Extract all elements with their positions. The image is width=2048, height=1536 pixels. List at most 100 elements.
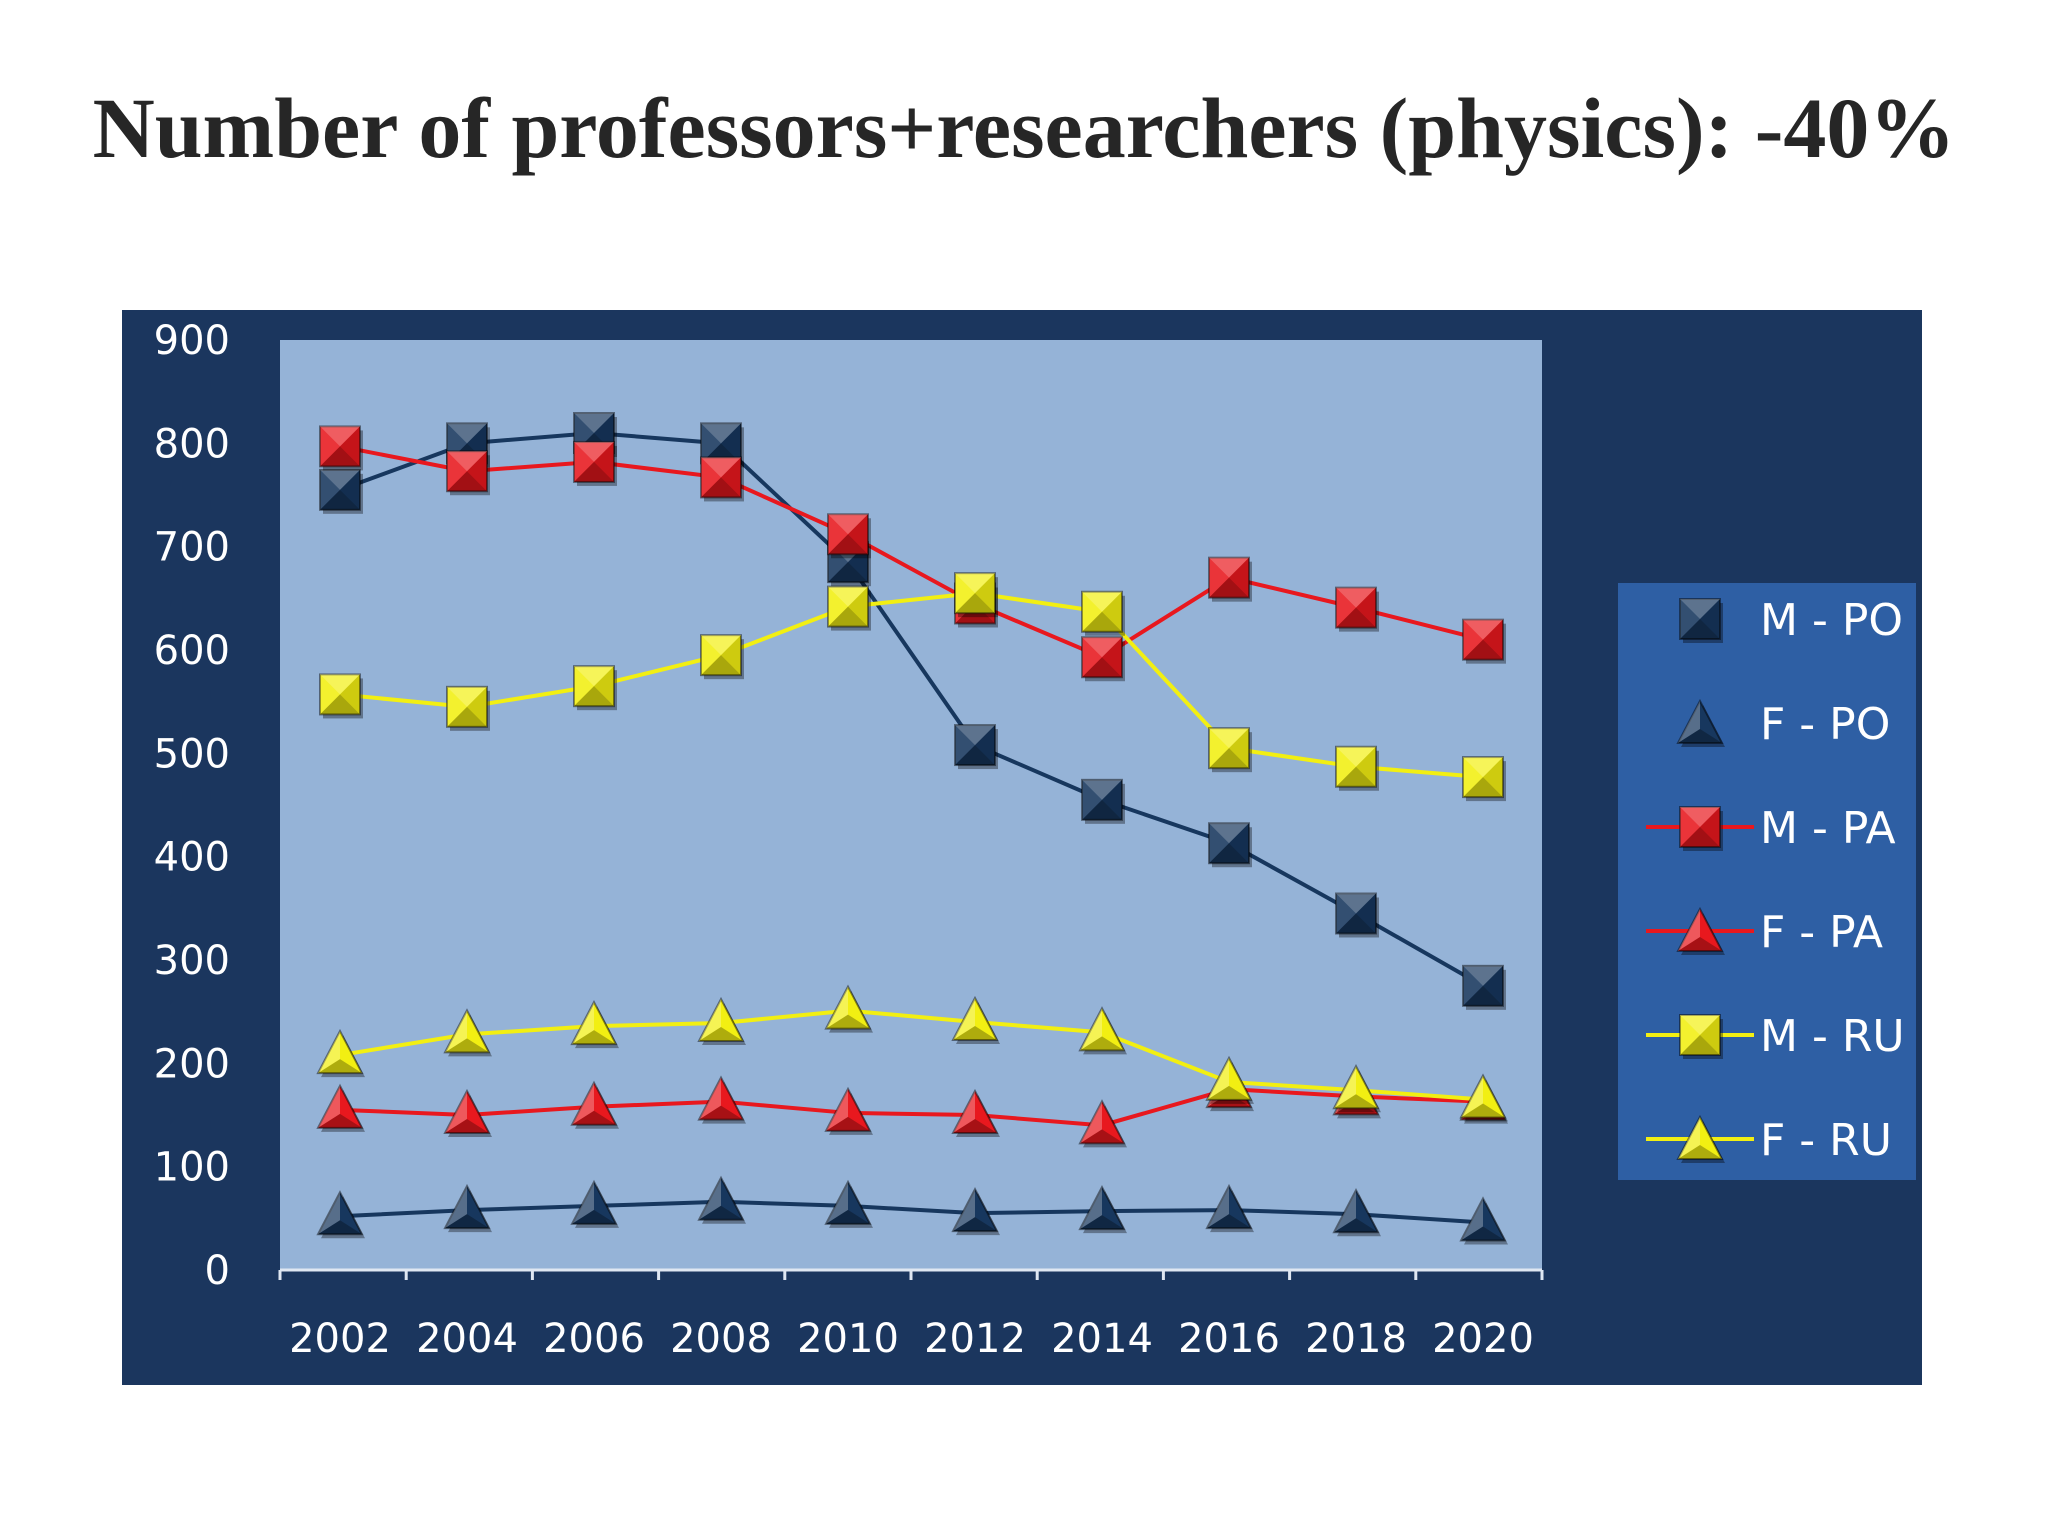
series-line-m-po (339, 430, 1484, 988)
legend-item-f-pa: F - PA (1646, 906, 1883, 958)
legend-label: M - PA (1760, 803, 1896, 854)
data-point-f-ru (951, 995, 1000, 1044)
data-point-m-ru (1081, 590, 1125, 636)
data-point-m-po (954, 724, 998, 770)
data-point-m-po (1462, 964, 1506, 1010)
data-point-f-pa (316, 1083, 365, 1132)
y-tick-label: 500 (154, 731, 230, 777)
data-point-f-po (1205, 1183, 1254, 1233)
data-point-m-pa (573, 440, 617, 486)
data-point-m-pa (1335, 586, 1379, 632)
legend-marker-f-pa (1676, 906, 1725, 955)
x-tick-label: 2010 (797, 1316, 899, 1362)
data-point-m-ru (446, 685, 490, 731)
y-tick-label: 0 (205, 1248, 230, 1294)
data-point-m-po (319, 468, 363, 514)
data-point-f-po (951, 1187, 1000, 1236)
data-point-m-pa (1462, 618, 1506, 664)
legend-item-m-pa: M - PA (1646, 803, 1896, 854)
legend-box (1618, 583, 1916, 1180)
y-tick-label: 300 (154, 938, 230, 984)
data-point-f-po (824, 1179, 873, 1228)
series-line-f-ru (339, 1008, 1484, 1102)
legend-label: F - PO (1760, 699, 1890, 750)
data-point-m-pa (700, 456, 744, 502)
data-point-f-ru (570, 999, 619, 1049)
legend-item-f-ru: F - RU (1646, 1114, 1892, 1166)
data-point-m-pa (827, 513, 871, 559)
axes: 0 100 200 300 400 500 600 700 800 900 2002 2004 2006… (154, 318, 1544, 1362)
series-line-m-ru (339, 591, 1484, 780)
data-point-f-ru (1078, 1006, 1127, 1055)
data-point-m-pa (319, 425, 363, 471)
y-tick-label: 200 (154, 1041, 230, 1087)
series-line-f-pa (339, 1087, 1484, 1128)
data-point-m-ru (319, 673, 363, 719)
y-tick-label: 600 (154, 628, 230, 674)
data-point-f-po (1078, 1184, 1127, 1234)
data-point-f-po (443, 1183, 492, 1233)
legend-marker-f-po (1676, 698, 1725, 747)
data-point-f-po (570, 1179, 619, 1228)
slide-title: Number of professors+researchers (physic… (92, 80, 1956, 176)
data-point-m-pa (1081, 636, 1125, 682)
legend-marker-m-po (1679, 598, 1723, 643)
data-point-m-ru (1208, 727, 1252, 773)
x-tick-label: 2020 (1432, 1316, 1534, 1362)
x-tick-label: 2004 (416, 1316, 518, 1362)
series-line-f-po (339, 1199, 1484, 1225)
legend-item-f-po: F - PO (1676, 698, 1890, 750)
data-point-m-ru (1335, 745, 1379, 791)
data-point-f-po (1332, 1188, 1381, 1237)
x-tick-label: 2008 (670, 1316, 772, 1362)
legend-marker-f-ru (1676, 1114, 1725, 1163)
x-tick-label: 2016 (1178, 1316, 1280, 1362)
data-point-f-ru (824, 984, 873, 1033)
series-markers (316, 412, 1508, 1245)
data-point-f-pa (443, 1088, 492, 1137)
data-point-m-ru (954, 572, 998, 618)
legend-label: F - PA (1760, 907, 1883, 958)
data-point-m-po (1208, 822, 1252, 868)
data-point-f-pa (951, 1088, 1000, 1137)
data-point-m-ru (827, 585, 871, 631)
data-point-m-po (1335, 892, 1379, 938)
data-point-m-po (1081, 778, 1125, 824)
data-point-f-po (316, 1190, 365, 1239)
y-tick-label: 700 (154, 525, 230, 571)
legend-label: M - RU (1760, 1011, 1905, 1062)
x-tick-label: 2012 (924, 1316, 1026, 1362)
x-tick-label: 2014 (1051, 1316, 1153, 1362)
x-tick-label: 2002 (289, 1316, 391, 1362)
data-point-f-po (697, 1175, 746, 1224)
legend: M - PO F - PO M - PA F - PA M - RU F - RU (1618, 583, 1916, 1180)
y-tick-label: 800 (154, 421, 230, 467)
data-point-f-ru (1459, 1073, 1508, 1122)
data-point-f-po (1459, 1196, 1508, 1245)
data-point-f-ru (697, 996, 746, 1046)
legend-item-m-po: M - PO (1679, 595, 1903, 646)
series-line-m-pa (339, 444, 1484, 660)
data-point-f-ru (443, 1008, 492, 1057)
legend-item-m-ru: M - RU (1646, 1011, 1905, 1062)
x-tick-label: 2018 (1305, 1316, 1407, 1362)
data-point-m-ru (700, 634, 744, 680)
data-point-m-ru (573, 665, 617, 711)
data-point-f-pa (1078, 1099, 1127, 1148)
data-point-f-ru (1332, 1064, 1381, 1113)
y-tick-label: 400 (154, 835, 230, 881)
data-point-m-pa (1208, 556, 1252, 602)
y-tick-label: 900 (154, 318, 230, 364)
data-point-f-pa (570, 1080, 619, 1129)
legend-label: M - PO (1760, 595, 1903, 646)
legend-marker-m-pa (1679, 806, 1723, 851)
data-point-f-ru (1205, 1055, 1254, 1104)
data-point-m-ru (1462, 756, 1506, 802)
series-lines (339, 430, 1484, 1225)
data-point-f-pa (697, 1075, 746, 1124)
legend-label: F - RU (1760, 1115, 1892, 1166)
data-point-m-po (700, 422, 744, 468)
data-point-f-pa (824, 1086, 873, 1135)
legend-marker-m-ru (1679, 1014, 1723, 1059)
